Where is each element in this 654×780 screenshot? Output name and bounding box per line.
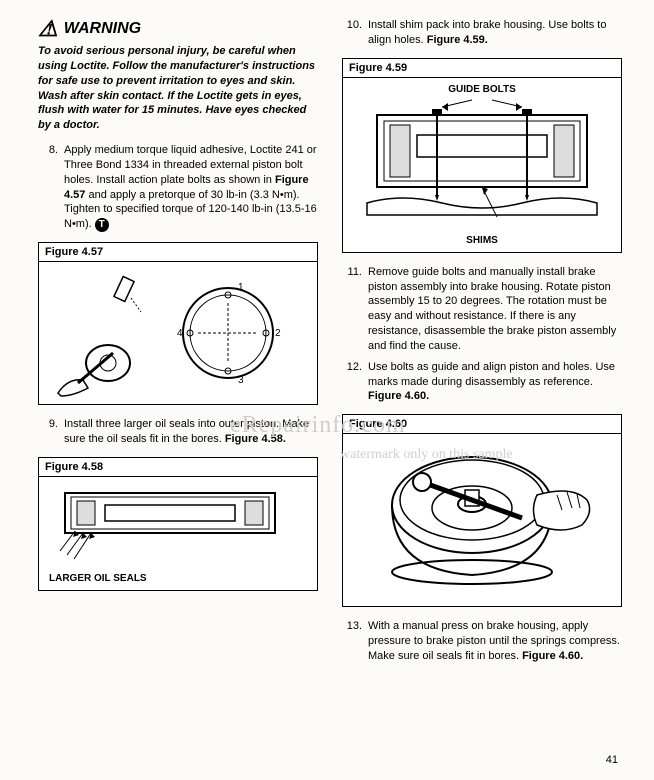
warning-body: To avoid serious personal injury, be car… bbox=[38, 44, 318, 133]
step-11: 11. Remove guide bolts and manually inst… bbox=[342, 265, 622, 354]
step-number: 13. bbox=[342, 619, 362, 664]
figure-4-60: Figure 4.60 bbox=[342, 414, 622, 607]
figure-title: Figure 4.60 bbox=[343, 415, 621, 434]
step-number: 12. bbox=[342, 360, 362, 405]
figure-4-60-svg bbox=[362, 440, 602, 600]
figure-title: Figure 4.57 bbox=[39, 243, 317, 262]
figure-4-57-svg: 1 2 3 4 bbox=[53, 268, 303, 398]
bolt-2: 2 bbox=[275, 328, 281, 339]
figure-ref: Figure 4.60. bbox=[522, 650, 583, 662]
figure-ref: Figure 4.59. bbox=[427, 34, 488, 46]
figure-4-59-svg bbox=[362, 95, 602, 235]
bolt-1: 1 bbox=[238, 282, 244, 293]
warning-heading: ⚠ WARNING bbox=[38, 18, 318, 40]
bolt-4: 4 bbox=[177, 328, 183, 339]
figure-ref: Figure 4.60. bbox=[368, 390, 429, 402]
warning-heading-text: WARNING bbox=[64, 20, 141, 38]
step-text: Install three larger oil seals into oute… bbox=[64, 417, 318, 447]
figure-4-59-label-bot: SHIMS bbox=[466, 235, 498, 246]
step-number: 9. bbox=[38, 417, 58, 447]
bolt-3: 3 bbox=[238, 375, 244, 386]
torque-icon: T bbox=[95, 218, 109, 232]
step-text: Use bolts as guide and align piston and … bbox=[368, 360, 622, 405]
step-number: 11. bbox=[342, 265, 362, 354]
step-number: 8. bbox=[38, 143, 58, 232]
figure-title: Figure 4.58 bbox=[39, 458, 317, 477]
step-10: 10. Install shim pack into brake housing… bbox=[342, 18, 622, 48]
figure-4-59: Figure 4.59 GUIDE BOLTS bbox=[342, 58, 622, 253]
figure-4-57: Figure 4.57 1 2 3 4 bbox=[38, 242, 318, 405]
step-12: 12. Use bolts as guide and align piston … bbox=[342, 360, 622, 405]
step-number: 10. bbox=[342, 18, 362, 48]
warning-icon: ⚠ bbox=[38, 18, 58, 40]
page-number: 41 bbox=[606, 754, 618, 766]
step-text: Apply medium torque liquid adhesive, Loc… bbox=[64, 143, 318, 232]
step-9: 9. Install three larger oil seals into o… bbox=[38, 417, 318, 447]
figure-4-58-svg bbox=[45, 483, 295, 573]
figure-4-59-label-top: GUIDE BOLTS bbox=[448, 84, 516, 95]
step-text: With a manual press on brake housing, ap… bbox=[368, 619, 622, 664]
figure-ref: Figure 4.58. bbox=[225, 433, 286, 445]
step-text: Install shim pack into brake housing. Us… bbox=[368, 18, 622, 48]
figure-4-58: Figure 4.58 LARGER OIL SEALS bbox=[38, 457, 318, 591]
figure-4-58-label: LARGER OIL SEALS bbox=[49, 573, 147, 584]
step-8: 8. Apply medium torque liquid adhesive, … bbox=[38, 143, 318, 232]
step-text: Remove guide bolts and manually install … bbox=[368, 265, 622, 354]
figure-title: Figure 4.59 bbox=[343, 59, 621, 78]
step-13: 13. With a manual press on brake housing… bbox=[342, 619, 622, 664]
